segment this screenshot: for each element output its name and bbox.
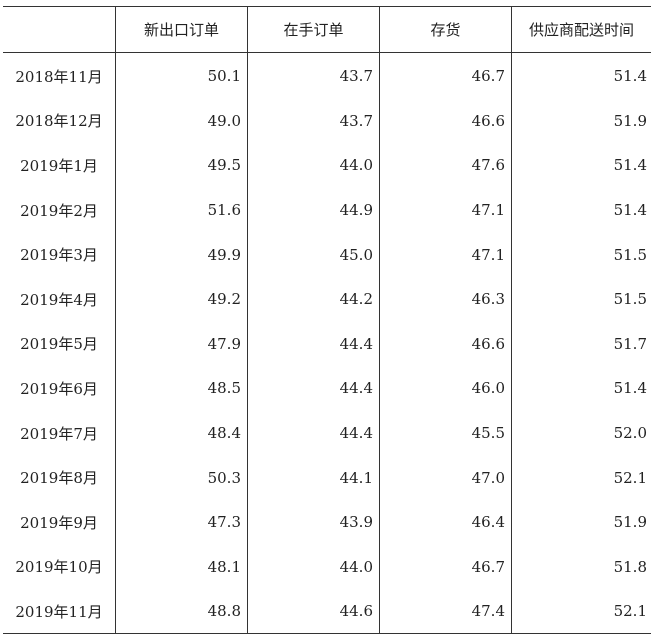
table-row: 2019年7月 48.4 44.4 45.5 52.0: [3, 409, 651, 455]
table-cell: 44.2: [247, 275, 379, 321]
table-cell: 47.4: [379, 588, 511, 633]
table-row: 2019年11月 48.8 44.6 47.4 52.1: [3, 588, 651, 633]
table-cell: 46.6: [379, 320, 511, 366]
header-cell-supplier-delivery-time: 供应商配送时间: [511, 7, 651, 52]
header-cell-month: [3, 7, 115, 52]
table-cell: 44.0: [247, 142, 379, 187]
row-label: 2019年11月: [15, 602, 103, 621]
row-label: 2019年4月: [20, 290, 98, 309]
table-cell: 47.0: [379, 454, 511, 499]
row-label: 2019年6月: [20, 379, 98, 398]
table-cell: 48.5: [115, 365, 247, 410]
table-cell: 52.1: [511, 588, 651, 633]
table-cell: 44.0: [247, 543, 379, 589]
table-cell: 52.0: [511, 409, 651, 455]
table-cell: 51.9: [511, 97, 651, 143]
table-row: 2019年8月 50.3 44.1 47.0 52.1: [3, 454, 651, 499]
table-cell: 51.4: [511, 365, 651, 410]
table-cell: 46.3: [379, 275, 511, 321]
table-cell: 46.7: [379, 543, 511, 589]
table-cell: 47.1: [379, 186, 511, 232]
table-cell: 51.5: [511, 275, 651, 321]
header-cell-backlog-orders: 在手订单: [247, 7, 379, 52]
table-cell: 46.7: [379, 53, 511, 98]
row-label: 2019年1月: [20, 156, 98, 175]
table-row: 2018年11月 50.1 43.7 46.7 51.4: [3, 53, 651, 98]
table-row: 2019年3月 49.9 45.0 47.1 51.5: [3, 231, 651, 276]
data-table: 新出口订单 在手订单 存货 供应商配送时间 2018年11月 50.1 43.7…: [3, 6, 651, 634]
table-row: 2019年5月 47.9 44.4 46.6 51.7: [3, 320, 651, 366]
row-label: 2019年10月: [15, 558, 103, 577]
row-label: 2018年11月: [15, 67, 103, 86]
table-cell: 51.4: [511, 186, 651, 232]
table-cell: 51.9: [511, 498, 651, 544]
table-cell: 44.9: [247, 186, 379, 232]
table-cell: 51.8: [511, 543, 651, 589]
table-cell: 47.1: [379, 231, 511, 276]
table-cell: 46.4: [379, 498, 511, 544]
table-cell: 49.2: [115, 275, 247, 321]
table-cell: 51.5: [511, 231, 651, 276]
table-row: 2019年9月 47.3 43.9 46.4 51.9: [3, 498, 651, 544]
table-cell: 44.4: [247, 320, 379, 366]
row-label: 2019年9月: [20, 513, 98, 532]
table-cell: 49.9: [115, 231, 247, 276]
table-cell: 45.5: [379, 409, 511, 455]
table-row: 2019年6月 48.5 44.4 46.0 51.4: [3, 365, 651, 410]
table-cell: 43.7: [247, 97, 379, 143]
header-cell-new-export-orders: 新出口订单: [115, 7, 247, 52]
table-cell: 48.1: [115, 543, 247, 589]
table-cell: 49.0: [115, 97, 247, 143]
table-cell: 51.6: [115, 186, 247, 232]
table-row: 2019年2月 51.6 44.9 47.1 51.4: [3, 186, 651, 232]
table-cell: 48.8: [115, 588, 247, 633]
table-row: 2018年12月 49.0 43.7 46.6 51.9: [3, 97, 651, 143]
table-cell: 43.7: [247, 53, 379, 98]
table-cell: 46.0: [379, 365, 511, 410]
table-row: 2019年10月 48.1 44.0 46.7 51.8: [3, 543, 651, 589]
table-cell: 44.6: [247, 588, 379, 633]
table-cell: 48.4: [115, 409, 247, 455]
table-cell: 50.3: [115, 454, 247, 499]
table-cell: 50.1: [115, 53, 247, 98]
table-cell: 47.6: [379, 142, 511, 187]
table-cell: 44.1: [247, 454, 379, 499]
table-row: 2019年4月 49.2 44.2 46.3 51.5: [3, 275, 651, 321]
header-cell-inventory: 存货: [379, 7, 511, 52]
table-cell: 49.5: [115, 142, 247, 187]
row-label: 2019年2月: [20, 201, 98, 220]
table-cell: 46.6: [379, 97, 511, 143]
table-cell: 44.4: [247, 365, 379, 410]
table-cell: 47.3: [115, 498, 247, 544]
table-cell: 43.9: [247, 498, 379, 544]
table-cell: 45.0: [247, 231, 379, 276]
table-cell: 51.4: [511, 142, 651, 187]
table-cell: 47.9: [115, 320, 247, 366]
row-label: 2019年3月: [20, 246, 98, 265]
table-row: 2019年1月 49.5 44.0 47.6 51.4: [3, 142, 651, 187]
row-label: 2019年8月: [20, 469, 98, 488]
table-cell: 51.4: [511, 53, 651, 98]
table-header-row: 新出口订单 在手订单 存货 供应商配送时间: [3, 7, 651, 53]
row-label: 2019年7月: [20, 424, 98, 443]
row-label: 2019年5月: [20, 335, 98, 354]
table-cell: 52.1: [511, 454, 651, 499]
row-label: 2018年12月: [15, 112, 103, 131]
table-cell: 44.4: [247, 409, 379, 455]
table-cell: 51.7: [511, 320, 651, 366]
